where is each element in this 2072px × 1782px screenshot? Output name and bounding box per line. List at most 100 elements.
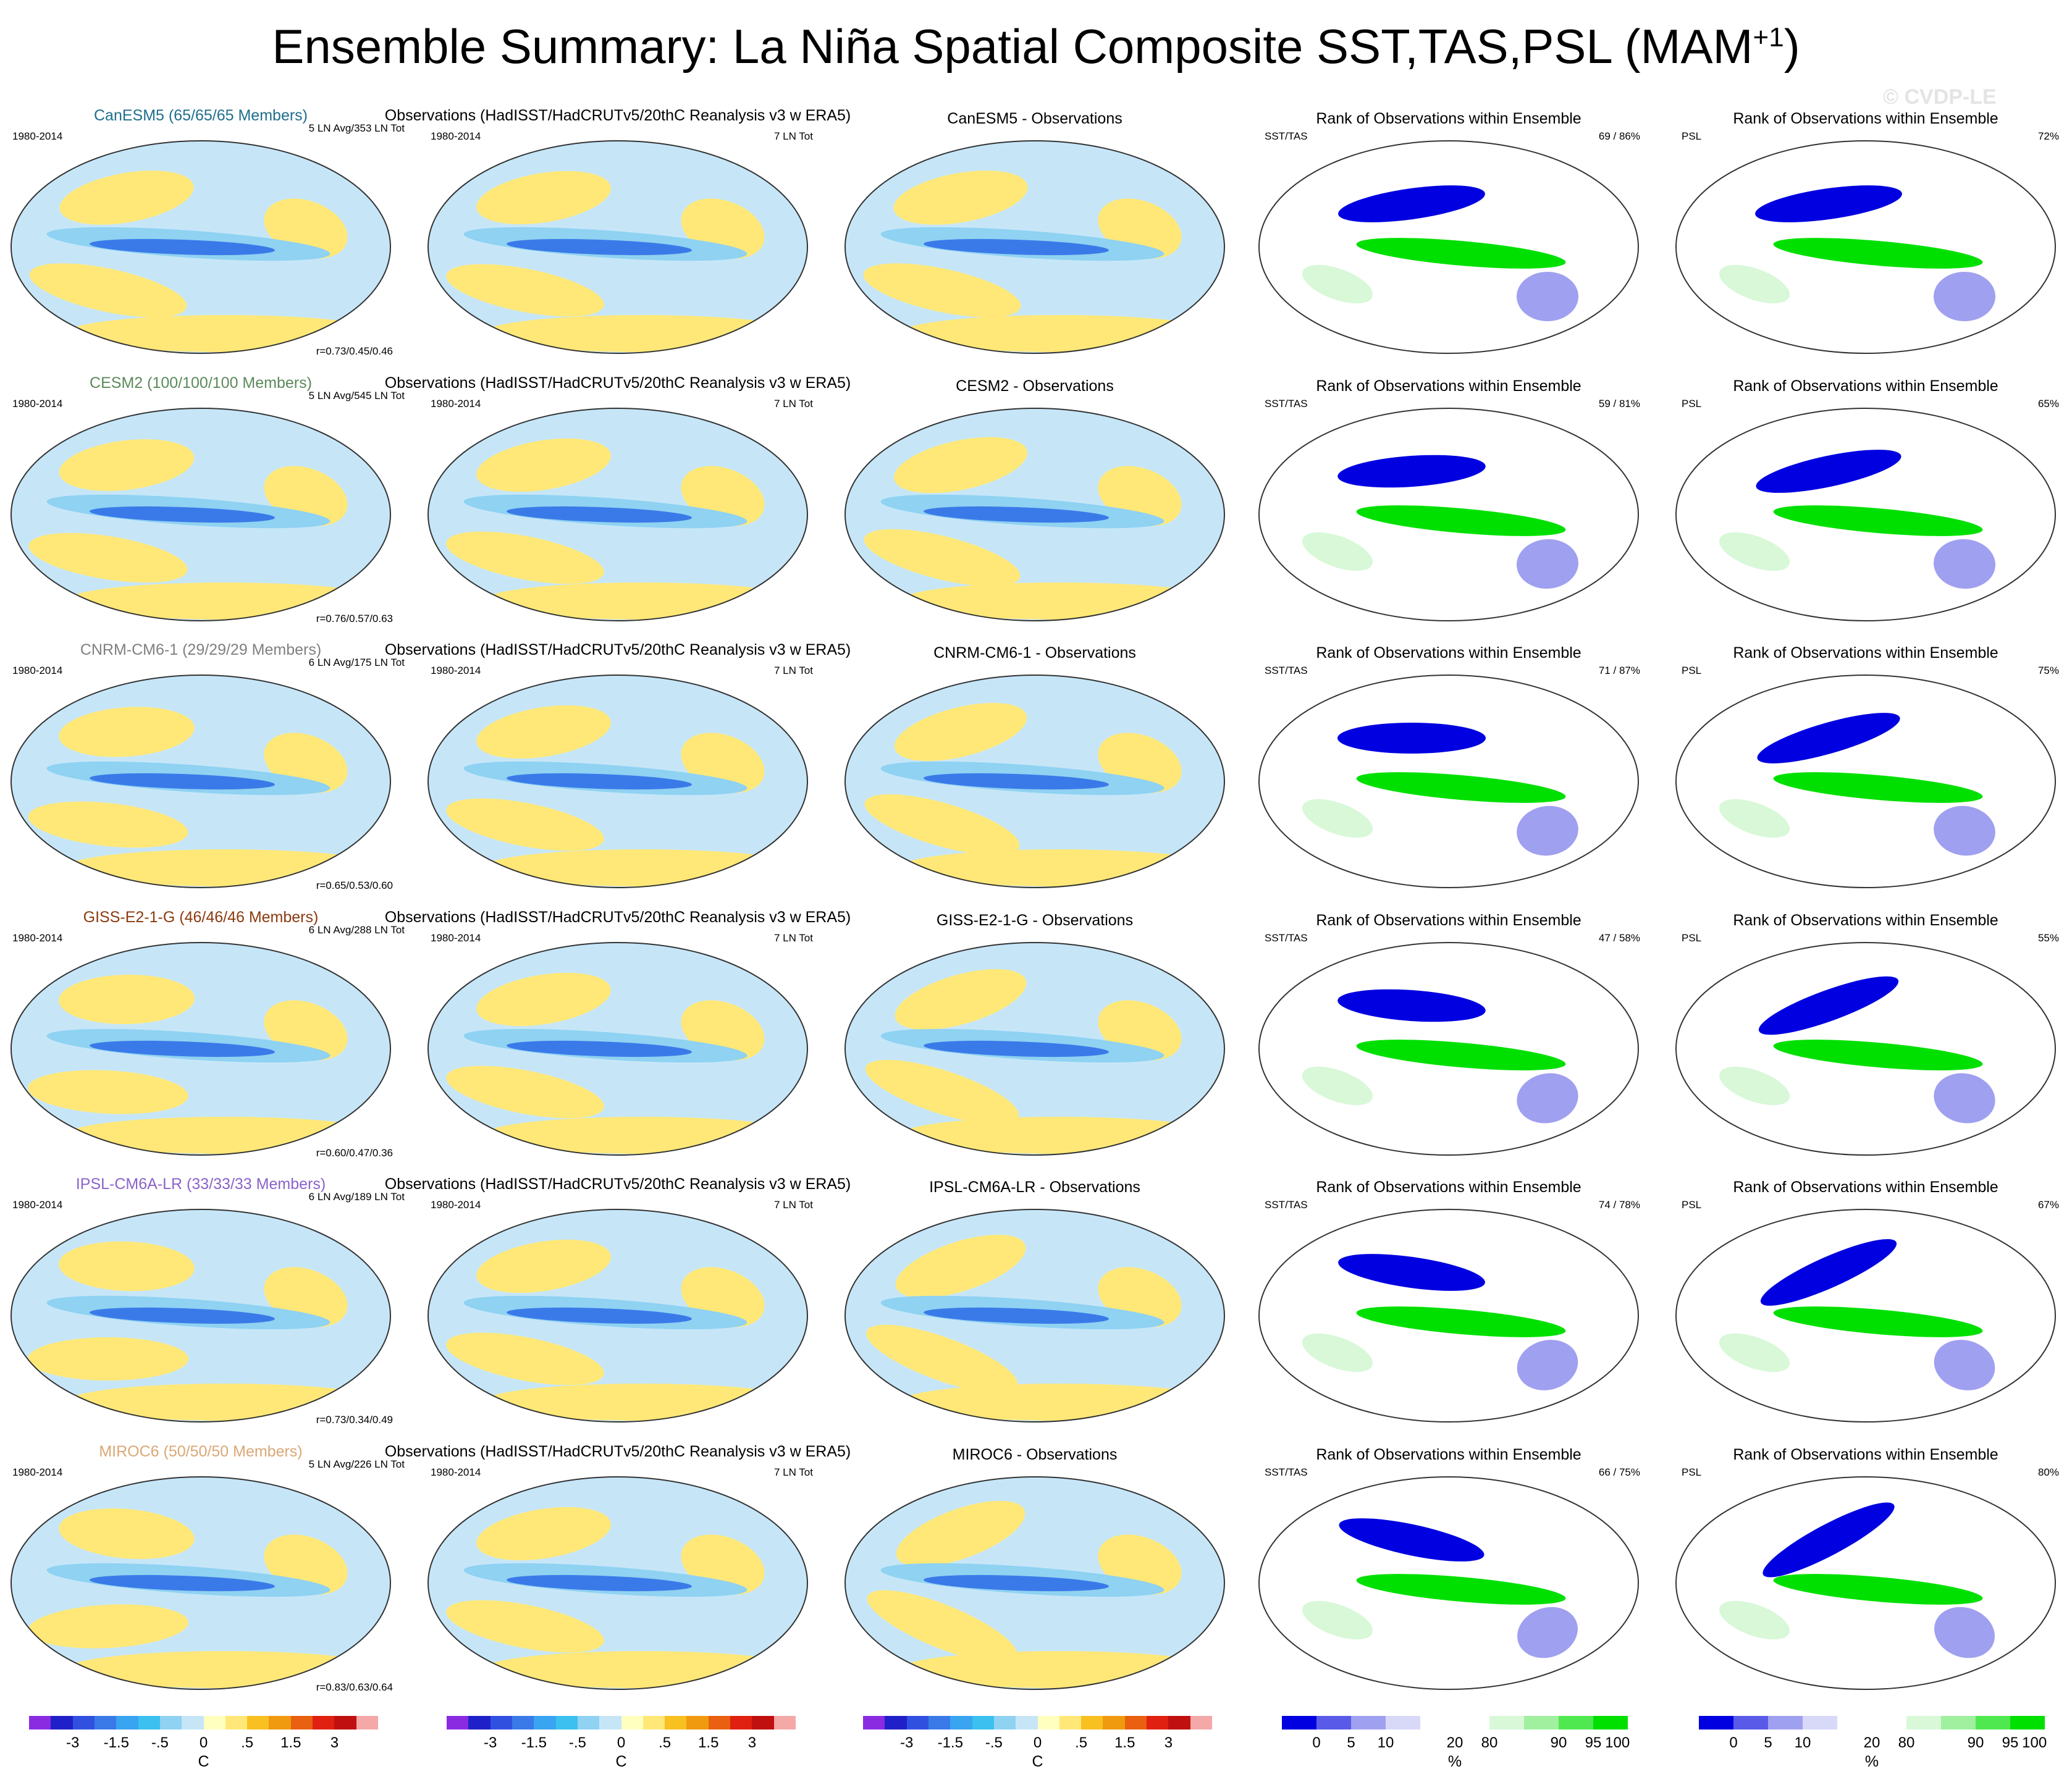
colorbar-tick-label: 90 xyxy=(1550,1734,1567,1751)
rank-value: 67% xyxy=(2037,1199,2059,1211)
temperature-colorbar xyxy=(863,1716,1212,1729)
rank-title: Rank of Observations within Ensemble xyxy=(1733,110,1998,127)
ln-count: 5 LN Avg/545 LN Tot xyxy=(308,390,405,401)
obs-title: Observations (HadISST/HadCRUTv5/20thC Re… xyxy=(384,641,851,658)
map-outline xyxy=(1675,675,2056,888)
colorbar-tick-label: 0 xyxy=(199,1734,208,1751)
colorbar-tick-label: 80 xyxy=(1898,1734,1915,1751)
colorbar-swatch xyxy=(1081,1716,1103,1729)
mid-rank-region xyxy=(1719,1333,1790,1372)
warm-anomaly-region xyxy=(29,263,187,317)
colorbar-swatch xyxy=(468,1716,491,1729)
obs-composite-map xyxy=(427,675,808,888)
colorbar-unit: % xyxy=(1864,1753,1879,1770)
colorbar-tick-label: 20 xyxy=(1446,1734,1463,1751)
warm-anomaly-region xyxy=(446,798,604,851)
map-outline xyxy=(844,140,1225,354)
rank-map-psl xyxy=(1675,942,2056,1156)
warm-anomaly-region xyxy=(446,531,604,584)
colorbar-unit: C xyxy=(1032,1753,1043,1770)
temperature-colorbar xyxy=(29,1716,378,1729)
rank-map-sst-tas xyxy=(1258,408,1639,621)
colorbar-swatch xyxy=(1316,1716,1351,1729)
obs-ln-count: 7 LN Tot xyxy=(773,932,813,944)
colorbar-tick-label: .5 xyxy=(241,1734,254,1751)
map-outline xyxy=(1675,1476,2056,1690)
colorbar-unit: % xyxy=(1447,1753,1462,1770)
colorbar-swatch xyxy=(1593,1716,1628,1729)
model-title: MIROC6 (50/50/50 Members) xyxy=(99,1443,303,1460)
colorbar-tick-label: 3 xyxy=(748,1734,757,1751)
period-label: 1980-2014 xyxy=(431,398,481,410)
warm-anomaly-region xyxy=(863,263,1021,317)
warm-anomaly-region xyxy=(28,1604,188,1649)
colorbar-swatch xyxy=(269,1716,291,1729)
rank-map-sst-tas xyxy=(1258,675,1639,888)
model-title: CanESM5 (65/65/65 Members) xyxy=(94,107,308,124)
la-nina-tongue xyxy=(924,1307,1109,1324)
ln-count: 6 LN Avg/175 LN Tot xyxy=(308,657,405,668)
pattern-correlation: r=0.73/0.34/0.49 xyxy=(316,1414,393,1426)
low-rank-region xyxy=(1337,723,1486,754)
warm-anomaly-region xyxy=(59,974,195,1025)
colorbar-swatch xyxy=(72,1716,95,1729)
high-rank-region xyxy=(1356,1040,1566,1070)
ln-count: 5 LN Avg/226 LN Tot xyxy=(308,1458,405,1470)
mid-rank-region xyxy=(1934,272,1995,321)
colorbar-swatch xyxy=(1351,1716,1386,1729)
map-outline xyxy=(427,1476,808,1690)
colorbar-swatch xyxy=(2010,1716,2045,1729)
obs-ln-count: 7 LN Tot xyxy=(773,1199,813,1211)
colorbar-swatch xyxy=(972,1716,994,1729)
colorbar-tick-label: -1.5 xyxy=(521,1734,547,1751)
mid-rank-region xyxy=(1934,539,1995,589)
obs-ln-count: 7 LN Tot xyxy=(773,1466,813,1478)
ln-count: 6 LN Avg/288 LN Tot xyxy=(308,924,405,936)
colorbar-tick-label: -.5 xyxy=(568,1734,586,1751)
ln-count: 6 LN Avg/189 LN Tot xyxy=(308,1191,405,1203)
period-label: 1980-2014 xyxy=(12,665,63,676)
warm-anomaly-region xyxy=(59,439,195,491)
colorbar-tick-label: -.5 xyxy=(985,1734,1003,1751)
map-outline xyxy=(427,1209,808,1423)
colorbar-tick-label: 3 xyxy=(1164,1734,1173,1751)
colorbar-swatch xyxy=(313,1716,335,1729)
map-outline xyxy=(11,1209,391,1423)
pattern-correlation: r=0.73/0.45/0.46 xyxy=(316,345,393,357)
high-rank-region xyxy=(1356,1306,1566,1337)
rank-variable: SST/TAS xyxy=(1265,1199,1308,1211)
colorbar-swatch xyxy=(116,1716,138,1729)
warm-anomaly-region xyxy=(476,972,611,1027)
rank-value: 55% xyxy=(2037,932,2059,944)
high-rank-region xyxy=(1773,1574,1983,1605)
obs-ln-count: 7 LN Tot xyxy=(773,665,813,676)
period-label: 1980-2014 xyxy=(431,932,481,944)
rank-variable: PSL xyxy=(1682,130,1702,142)
rank-variable: SST/TAS xyxy=(1265,665,1308,676)
mid-rank-region xyxy=(1719,1066,1790,1106)
difference-title: MIROC6 - Observations xyxy=(952,1446,1118,1463)
rank-map-psl xyxy=(1675,675,2056,888)
colorbar-tick-label: -.5 xyxy=(151,1734,169,1751)
map-outline xyxy=(1258,675,1639,888)
figure-title: Ensemble Summary: La Niña Spatial Compos… xyxy=(272,19,1800,74)
map-outline xyxy=(11,140,391,354)
obs-ln-count: 7 LN Tot xyxy=(773,398,813,410)
mid-rank-region xyxy=(1517,539,1578,589)
warm-anomaly-region xyxy=(864,794,1020,855)
colorbar-swatch xyxy=(225,1716,248,1729)
la-nina-tongue xyxy=(90,506,275,523)
rank-value: 47 / 58% xyxy=(1598,932,1640,944)
colorbar-swatch xyxy=(686,1716,709,1729)
colorbar-swatch xyxy=(356,1716,378,1729)
model-title: GISS-E2-1-G (46/46/46 Members) xyxy=(83,909,319,926)
colorbar-swatch xyxy=(1941,1716,1976,1729)
model-title: CNRM-CM6-1 (29/29/29 Members) xyxy=(80,641,322,658)
colorbar-tick-label: 0 xyxy=(1729,1734,1738,1751)
map-outline xyxy=(1258,942,1639,1156)
rank-map-psl xyxy=(1675,1476,2056,1690)
rank-value: 71 / 87% xyxy=(1598,665,1640,676)
difference-title: CESM2 - Observations xyxy=(956,377,1114,395)
pattern-correlation: r=0.60/0.47/0.36 xyxy=(316,1147,393,1159)
rank-variable: PSL xyxy=(1682,665,1702,676)
